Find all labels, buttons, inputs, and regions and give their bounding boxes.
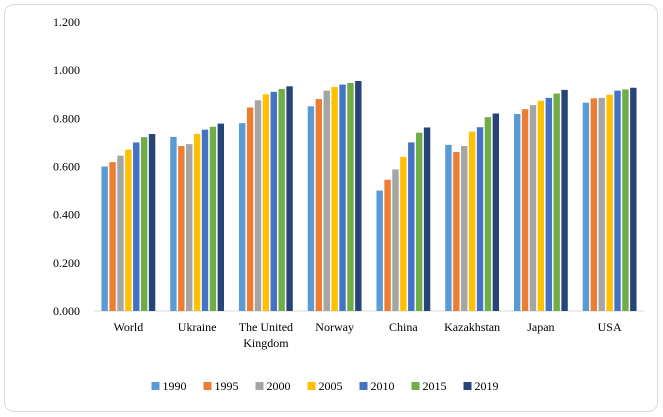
- x-category-label: USA: [598, 320, 622, 334]
- bar-1995: [521, 109, 529, 312]
- x-category-label: Ukraine: [178, 320, 217, 334]
- bar-2019: [148, 133, 156, 311]
- x-category-label: Kingdom: [243, 336, 289, 350]
- bar-2000: [254, 100, 262, 312]
- bar-2005: [537, 100, 545, 311]
- bar-2019: [217, 123, 225, 311]
- bar-1995: [246, 107, 254, 311]
- bar-2005: [468, 131, 476, 311]
- bar-1990: [170, 136, 177, 311]
- bar-1995: [178, 146, 185, 311]
- y-tick-label: 0.600: [53, 160, 80, 174]
- bar-1995: [315, 99, 323, 311]
- y-tick-label: 0.400: [53, 208, 80, 222]
- bar-2015: [347, 82, 354, 312]
- bar-2010: [545, 97, 552, 311]
- legend-swatch-2015: [411, 382, 420, 390]
- y-tick-label: 0.800: [53, 111, 80, 125]
- bar-1990: [376, 190, 383, 311]
- bar-2005: [125, 149, 132, 311]
- bar-2000: [598, 97, 605, 311]
- x-category-label: The United: [239, 320, 293, 334]
- bar-2019: [286, 86, 293, 311]
- bar-2019: [561, 89, 568, 311]
- legend-swatch-1990: [151, 382, 160, 390]
- bar-1990: [307, 106, 315, 311]
- bar-2005: [606, 94, 613, 311]
- bar-2010: [201, 129, 209, 311]
- bar-2015: [140, 137, 148, 311]
- bar-2010: [270, 91, 277, 311]
- bar-1990: [582, 102, 590, 312]
- bar-2005: [400, 156, 407, 311]
- x-category-label: China: [389, 320, 418, 334]
- legend-label: 2010: [371, 379, 395, 393]
- bar-2005: [262, 94, 270, 311]
- legend-label: 1990: [163, 379, 187, 393]
- legend-label: 2015: [423, 379, 447, 393]
- bar-1995: [384, 179, 391, 311]
- bar-2015: [209, 126, 217, 311]
- bar-2015: [553, 93, 560, 311]
- bar-2000: [186, 144, 193, 311]
- x-category-label: Kazakhstan: [444, 320, 500, 334]
- bar-2000: [117, 155, 124, 311]
- bar-2000: [529, 105, 537, 311]
- bar-1995: [109, 162, 116, 311]
- legend-swatch-2000: [255, 382, 264, 390]
- bar-2019: [423, 127, 431, 311]
- legend-label: 2005: [319, 379, 343, 393]
- y-tick-label: 0.200: [53, 256, 80, 270]
- bar-1990: [445, 144, 452, 311]
- bar-2010: [476, 127, 484, 312]
- y-axis: 0.000 0.200 0.400 0.600 0.800 1.000 1.200: [53, 15, 80, 318]
- bar-2005: [193, 133, 201, 311]
- bar-2010: [339, 84, 346, 312]
- legend: 1990 1995 2000 2005 2010 2015 2019: [151, 379, 499, 393]
- bar-1995: [590, 98, 598, 311]
- bar-2019: [630, 87, 637, 311]
- x-category-label: World: [114, 320, 144, 334]
- bar-1990: [238, 123, 246, 312]
- bar-2010: [408, 142, 415, 311]
- bar-1990: [513, 114, 521, 311]
- legend-label: 1995: [215, 379, 239, 393]
- y-tick-label: 1.000: [53, 63, 80, 77]
- bar-2015: [622, 89, 629, 312]
- bar-1990: [101, 166, 108, 311]
- legend-label: 2019: [475, 379, 499, 393]
- x-axis: World Ukraine The United Kingdom Norway China…: [94, 310, 644, 350]
- bar-2000: [392, 169, 399, 311]
- legend-swatch-2005: [307, 382, 316, 390]
- bar-2000: [323, 90, 330, 311]
- bar-2015: [484, 117, 492, 311]
- y-tick-label: 0.000: [53, 304, 80, 318]
- legend-swatch-1995: [203, 382, 212, 390]
- bars: [101, 81, 637, 312]
- legend-swatch-2019: [463, 382, 472, 390]
- x-category-label: Norway: [315, 320, 354, 334]
- bar-2010: [133, 142, 140, 311]
- legend-label: 2000: [267, 379, 291, 393]
- bar-1995: [453, 152, 460, 311]
- y-tick-label: 1.200: [53, 15, 80, 29]
- bar-2019: [492, 113, 500, 312]
- bar-2000: [461, 146, 468, 311]
- bar-2005: [331, 87, 338, 311]
- bar-2015: [278, 88, 285, 311]
- bar-2010: [614, 90, 621, 311]
- legend-swatch-2010: [359, 382, 368, 390]
- x-category-label: Japan: [527, 320, 554, 334]
- bar-2019: [355, 81, 362, 311]
- bar-2015: [415, 132, 423, 311]
